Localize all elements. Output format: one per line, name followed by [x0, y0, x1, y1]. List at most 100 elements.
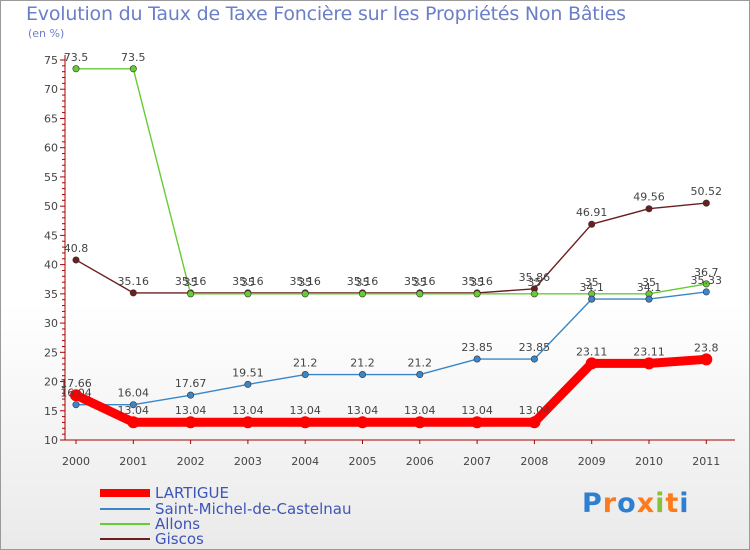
- legend-label-giscos: Giscos: [155, 530, 204, 548]
- data-label-allons: 35: [356, 276, 370, 289]
- series-line-lartigue: [71, 354, 711, 427]
- x-tick-label: 2010: [635, 455, 663, 468]
- data-label-allons: 35: [184, 276, 198, 289]
- data-label-lartigue: 23.11: [576, 345, 608, 358]
- y-tick-label: 35: [44, 288, 58, 301]
- y-tick-label: 10: [44, 434, 58, 447]
- data-point-allons: [702, 280, 710, 288]
- data-label-allons: 73.5: [121, 51, 146, 64]
- data-point-saint-michel-de-castelnau: [473, 355, 481, 363]
- data-label-giscos: 35.16: [347, 275, 379, 288]
- data-label-lartigue: 13.04: [289, 404, 321, 417]
- data-label-lartigue: 13.04: [519, 404, 551, 417]
- data-label-allons: 36.7: [694, 266, 719, 279]
- data-point-giscos: [702, 199, 710, 207]
- data-label-giscos: 35.16: [404, 275, 436, 288]
- series-line-allons: [75, 68, 707, 295]
- logo-letter: x: [636, 488, 656, 519]
- x-tick-label: 2011: [692, 455, 720, 468]
- y-tick-label: 70: [44, 83, 58, 96]
- data-point-lartigue: [413, 416, 426, 429]
- y-tick-label: 30: [44, 317, 58, 330]
- data-label-giscos: 35.86: [519, 271, 551, 284]
- data-label-lartigue: 23.8: [694, 341, 719, 354]
- data-label-lartigue: 23.11: [633, 345, 665, 358]
- x-tick-label: 2001: [119, 455, 147, 468]
- logo-letter: i: [655, 488, 666, 519]
- data-point-allons: [358, 290, 366, 298]
- data-label-allons: 35: [585, 276, 599, 289]
- data-point-lartigue: [471, 416, 484, 429]
- x-tick-label: 2004: [291, 455, 319, 468]
- y-tick-label: 55: [44, 171, 58, 184]
- data-point-saint-michel-de-castelnau: [645, 295, 653, 303]
- data-point-lartigue: [70, 389, 82, 402]
- data-point-saint-michel-de-castelnau: [588, 295, 596, 303]
- y-tick-label: 15: [44, 405, 58, 418]
- y-tick-label: 25: [44, 346, 58, 359]
- data-label-giscos: 46.91: [576, 206, 608, 219]
- data-label-saint-michel-de-castelnau: 16.04: [118, 387, 150, 400]
- data-point-giscos: [645, 205, 653, 213]
- x-tick-label: 2000: [62, 455, 90, 468]
- data-point-saint-michel-de-castelnau: [187, 391, 195, 399]
- data-label-giscos: 49.56: [633, 191, 665, 204]
- data-point-lartigue: [184, 416, 197, 429]
- data-label-giscos: 35.16: [232, 275, 264, 288]
- x-tick-label: 2003: [234, 455, 262, 468]
- y-tick-label: 60: [44, 142, 58, 155]
- data-point-allons: [244, 290, 252, 298]
- data-label-allons: 35: [413, 276, 427, 289]
- data-point-allons: [530, 290, 538, 298]
- data-point-saint-michel-de-castelnau: [358, 371, 366, 379]
- data-label-giscos: 50.52: [691, 185, 723, 198]
- proxiti-logo: Proxiti: [582, 488, 690, 519]
- y-tick-label: 20: [44, 376, 58, 389]
- data-label-allons: 73.5: [64, 51, 89, 64]
- chart-title: Evolution du Taux de Taxe Foncière sur l…: [26, 3, 626, 25]
- y-tick-label: 40: [44, 259, 58, 272]
- legend-swatch-lartigue: [100, 489, 150, 497]
- x-tick-label: 2007: [463, 455, 491, 468]
- data-point-lartigue: [127, 416, 140, 429]
- data-point-allons: [129, 65, 137, 73]
- data-label-allons: 35: [642, 276, 656, 289]
- y-tick-label: 65: [44, 112, 58, 125]
- data-label-giscos: 35.16: [461, 275, 493, 288]
- x-tick-label: 2006: [406, 455, 434, 468]
- data-point-lartigue: [700, 353, 713, 366]
- data-point-allons: [301, 290, 309, 298]
- data-point-lartigue: [241, 416, 254, 429]
- data-label-saint-michel-de-castelnau: 17.67: [175, 377, 207, 390]
- data-label-lartigue: 13.04: [404, 404, 436, 417]
- legend-swatch-saint-michel-de-castelnau: [100, 508, 150, 510]
- data-label-giscos: 35.16: [175, 275, 207, 288]
- data-label-lartigue: 17.66: [60, 377, 92, 390]
- data-label-allons: 35: [527, 276, 541, 289]
- data-label-lartigue: 13.04: [175, 404, 207, 417]
- logo-letter: r: [602, 488, 618, 519]
- data-point-allons: [187, 290, 195, 298]
- data-point-lartigue: [356, 416, 369, 429]
- y-tick-label: 45: [44, 229, 58, 242]
- data-label-saint-michel-de-castelnau: 16.04: [60, 387, 92, 400]
- data-label-saint-michel-de-castelnau: 34.1: [579, 281, 604, 294]
- series-line-giscos: [75, 202, 707, 294]
- logo-letter: o: [617, 488, 637, 519]
- data-label-lartigue: 13.04: [461, 404, 493, 417]
- data-point-saint-michel-de-castelnau: [301, 371, 309, 379]
- legend-swatch-giscos: [100, 538, 150, 540]
- data-label-lartigue: 13.04: [118, 404, 150, 417]
- data-label-saint-michel-de-castelnau: 21.2: [293, 357, 318, 370]
- logo-letter: t: [665, 488, 680, 519]
- data-label-allons: 35: [241, 276, 255, 289]
- x-tick-label: 2005: [349, 455, 377, 468]
- legend-label-lartigue: LARTIGUE: [155, 484, 229, 502]
- logo-letter: P: [582, 488, 603, 519]
- legend-label-allons: Allons: [155, 515, 201, 533]
- data-label-allons: 35: [470, 276, 484, 289]
- y-tick-label: 50: [44, 200, 58, 213]
- data-label-saint-michel-de-castelnau: 21.2: [408, 357, 433, 370]
- data-point-saint-michel-de-castelnau: [702, 288, 710, 296]
